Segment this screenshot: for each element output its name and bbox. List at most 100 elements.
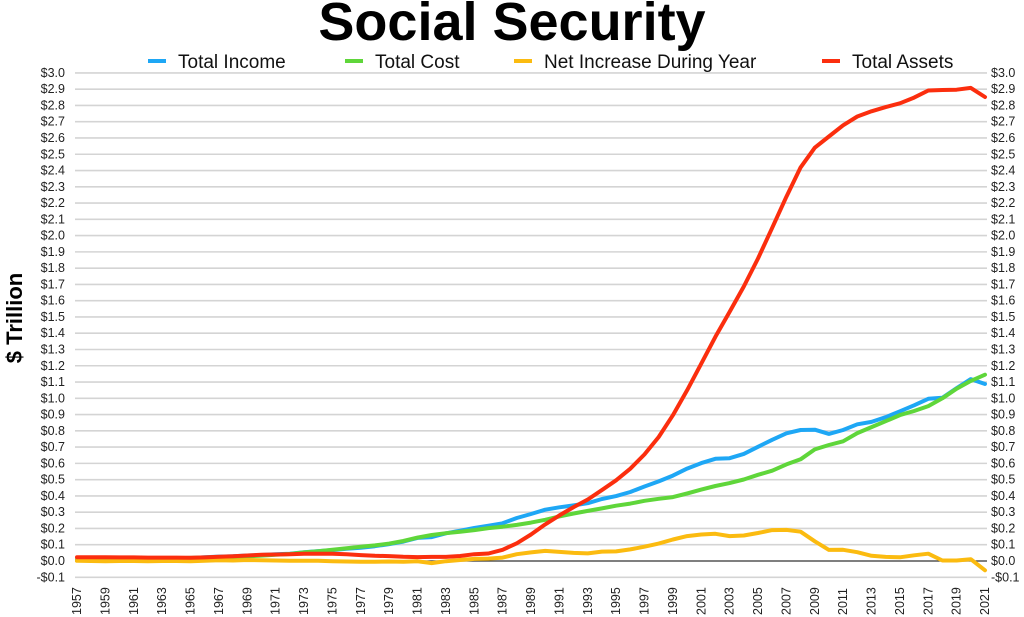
x-tick-label: 1995 <box>609 587 623 615</box>
y-tick-label: $1.9 <box>41 245 65 259</box>
y-tick-label: $1.5 <box>991 310 1015 324</box>
x-tick-label: 1999 <box>666 587 680 615</box>
y-tick-label: $1.2 <box>991 359 1015 373</box>
y-tick-label: $2.0 <box>991 229 1015 243</box>
legend-label: Total Cost <box>375 52 460 73</box>
x-tick-label: 1971 <box>269 587 283 615</box>
x-tick-label: 1963 <box>155 587 169 615</box>
x-tick-label: 1965 <box>184 587 198 615</box>
y-ticks-right: -$0.1 $0.0 $0.1 $0.2 $0.3 $0.4 $0.5 $0.6 $0.7 $0.… <box>991 66 1020 584</box>
x-tick-label: 2001 <box>694 587 708 615</box>
y-tick-label: $1.6 <box>991 294 1015 308</box>
y-tick-label: $0.7 <box>991 440 1015 454</box>
x-tick-label: 2007 <box>779 587 793 615</box>
y-tick-label: $1.2 <box>41 359 65 373</box>
y-tick-label: $2.2 <box>41 196 65 210</box>
y-tick-label: $1.1 <box>41 375 65 389</box>
y-tick-label: $1.5 <box>41 310 65 324</box>
x-tick-label: 1967 <box>212 587 226 615</box>
series-line-total-assets <box>75 85 987 560</box>
y-tick-label: $2.5 <box>41 147 65 161</box>
y-tick-label: $2.9 <box>41 82 65 96</box>
y-tick-label: $1.4 <box>41 326 65 340</box>
x-tick-label: 2019 <box>950 587 964 615</box>
y-tick-label: $3.0 <box>991 66 1015 80</box>
y-tick-label: $1.4 <box>991 326 1015 340</box>
x-tick-label: 2009 <box>808 587 822 615</box>
y-tick-label: $2.7 <box>41 115 65 129</box>
y-tick-label: $2.1 <box>41 212 65 226</box>
y-tick-label: $1.1 <box>991 375 1015 389</box>
y-tick-label: $0.0 <box>41 554 65 568</box>
y-tick-label: $0.8 <box>991 424 1015 438</box>
y-tick-label: $0.7 <box>41 440 65 454</box>
gridlines <box>75 72 987 579</box>
x-tick-label: 1989 <box>524 587 538 615</box>
legend: Total Income Total Cost Net Increase Durin… <box>148 52 953 73</box>
y-tick-label: $2.3 <box>41 180 65 194</box>
y-tick-label: $0.0 <box>991 554 1015 568</box>
x-tick-label: 2005 <box>751 587 765 615</box>
x-tick-label: 1957 <box>70 587 84 615</box>
y-tick-label: $0.3 <box>991 505 1015 519</box>
legend-label: Net Increase During Year <box>544 52 757 73</box>
chart-title: Social Security <box>318 0 705 52</box>
y-tick-label: $0.6 <box>991 456 1015 470</box>
y-tick-label: $2.4 <box>991 164 1015 178</box>
legend-label: Total Assets <box>852 52 953 73</box>
y-tick-label: -$0.1 <box>991 570 1020 584</box>
y-tick-label: $2.2 <box>991 196 1015 210</box>
y-tick-label: $0.4 <box>991 489 1015 503</box>
y-tick-label: $1.0 <box>41 391 65 405</box>
y-tick-label: $0.5 <box>991 473 1015 487</box>
y-tick-label: $3.0 <box>41 66 65 80</box>
y-tick-label: $0.9 <box>991 408 1015 422</box>
y-tick-label: $0.8 <box>41 424 65 438</box>
legend-label: Total Income <box>178 52 286 73</box>
y-tick-label: $2.8 <box>991 98 1015 112</box>
y-tick-label: $0.2 <box>41 521 65 535</box>
y-tick-label: $0.5 <box>41 473 65 487</box>
x-tick-label: 1983 <box>439 587 453 615</box>
x-tick-label: 2011 <box>836 588 850 615</box>
y-tick-label: $1.7 <box>41 277 65 291</box>
y-ticks-left: -$0.1 $0.0 $0.1 $0.2 $0.3 $0.4 $0.5 $0.6 $0.7 $0.… <box>37 66 66 584</box>
y-tick-label: $2.3 <box>991 180 1015 194</box>
y-tick-label: $1.8 <box>41 261 65 275</box>
y-tick-label: $1.0 <box>991 391 1015 405</box>
x-tick-label: 1997 <box>638 587 652 615</box>
series-line-net-increase-during-year <box>75 527 987 573</box>
x-tick-label: 2017 <box>921 587 935 615</box>
y-tick-label: $0.3 <box>41 505 65 519</box>
y-tick-label: $1.7 <box>991 277 1015 291</box>
series-lines <box>75 85 987 573</box>
x-tick-label: 1981 <box>411 587 425 615</box>
x-tick-label: 2015 <box>893 587 907 615</box>
x-tick-label: 1987 <box>496 587 510 615</box>
x-tick-label: 1979 <box>382 587 396 615</box>
y-tick-label: $2.0 <box>41 229 65 243</box>
y-tick-label: $2.4 <box>41 164 65 178</box>
x-tick-label: 1993 <box>581 587 595 615</box>
y-tick-label: $0.1 <box>991 538 1015 552</box>
x-tick-label: 2003 <box>723 587 737 615</box>
y-tick-label: $1.8 <box>991 261 1015 275</box>
y-tick-label: $2.9 <box>991 82 1015 96</box>
y-tick-label: $0.2 <box>991 521 1015 535</box>
y-tick-label: $2.6 <box>41 131 65 145</box>
y-tick-label: -$0.1 <box>37 570 66 584</box>
y-axis-label: $ Trillion <box>2 273 27 363</box>
y-tick-label: $0.9 <box>41 408 65 422</box>
y-tick-label: $1.3 <box>991 342 1015 356</box>
y-tick-label: $0.1 <box>41 538 65 552</box>
x-tick-label: 1961 <box>127 587 141 615</box>
y-tick-label: $2.7 <box>991 115 1015 129</box>
y-tick-label: $1.3 <box>41 342 65 356</box>
y-tick-label: $2.6 <box>991 131 1015 145</box>
y-tick-label: $0.6 <box>41 456 65 470</box>
x-tick-label: 1991 <box>552 587 566 615</box>
x-ticks: 1957 1959 1961 1963 1965 1967 1969 1971 1973 1975… <box>70 587 992 615</box>
y-tick-label: $2.5 <box>991 147 1015 161</box>
x-tick-label: 1977 <box>354 587 368 615</box>
